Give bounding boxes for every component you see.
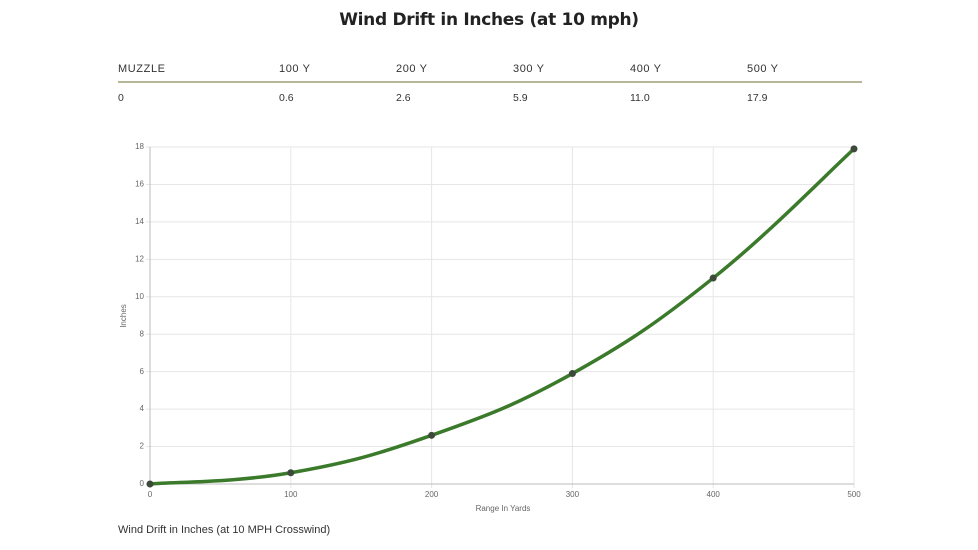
y-tick-label: 0	[140, 479, 145, 488]
table-header: 100 Y	[279, 63, 311, 75]
y-tick-label: 8	[140, 329, 145, 338]
y-tick-label: 14	[135, 217, 144, 226]
y-tick-label: 18	[135, 142, 144, 151]
x-tick-label: 400	[707, 490, 721, 499]
table-header: 500 Y	[747, 63, 779, 75]
x-axis-label: Range In Yards	[476, 504, 531, 513]
line	[148, 147, 856, 486]
x-tick-label: 500	[847, 490, 861, 499]
page-title: Wind Drift in Inches (at 10 mph)	[339, 10, 639, 30]
y-tick-label: 16	[135, 180, 144, 189]
table-cell: 2.6	[396, 92, 411, 104]
y-tick-label: 6	[140, 367, 145, 376]
point	[428, 431, 436, 439]
y-axis-label: Inches	[119, 304, 128, 328]
y-tick-label: 2	[140, 442, 145, 451]
x-tick-label: 300	[566, 490, 580, 499]
point	[709, 274, 717, 282]
table-cell: 0	[118, 92, 124, 104]
point	[146, 480, 154, 488]
x-tick-label: 100	[284, 490, 298, 499]
x-tick-label: 0	[148, 490, 153, 499]
table-cell: 0.6	[279, 92, 294, 104]
table-cell: 5.9	[513, 92, 528, 104]
x-tick-label: 200	[425, 490, 439, 499]
table-header: MUZZLE	[118, 63, 166, 75]
y-tick-label: 12	[135, 254, 144, 263]
table-cell: 17.9	[747, 92, 768, 104]
point	[850, 145, 858, 153]
caption: Wind Drift in Inches (at 10 MPH Crosswin…	[118, 524, 330, 536]
table-header: 200 Y	[396, 63, 428, 75]
point	[287, 469, 295, 477]
y-tick-label: 4	[140, 404, 145, 413]
table-header: 400 Y	[630, 63, 662, 75]
table-header: 300 Y	[513, 63, 545, 75]
point	[568, 370, 576, 378]
table-cell: 11.0	[630, 92, 650, 104]
y-tick-label: 10	[135, 292, 144, 301]
